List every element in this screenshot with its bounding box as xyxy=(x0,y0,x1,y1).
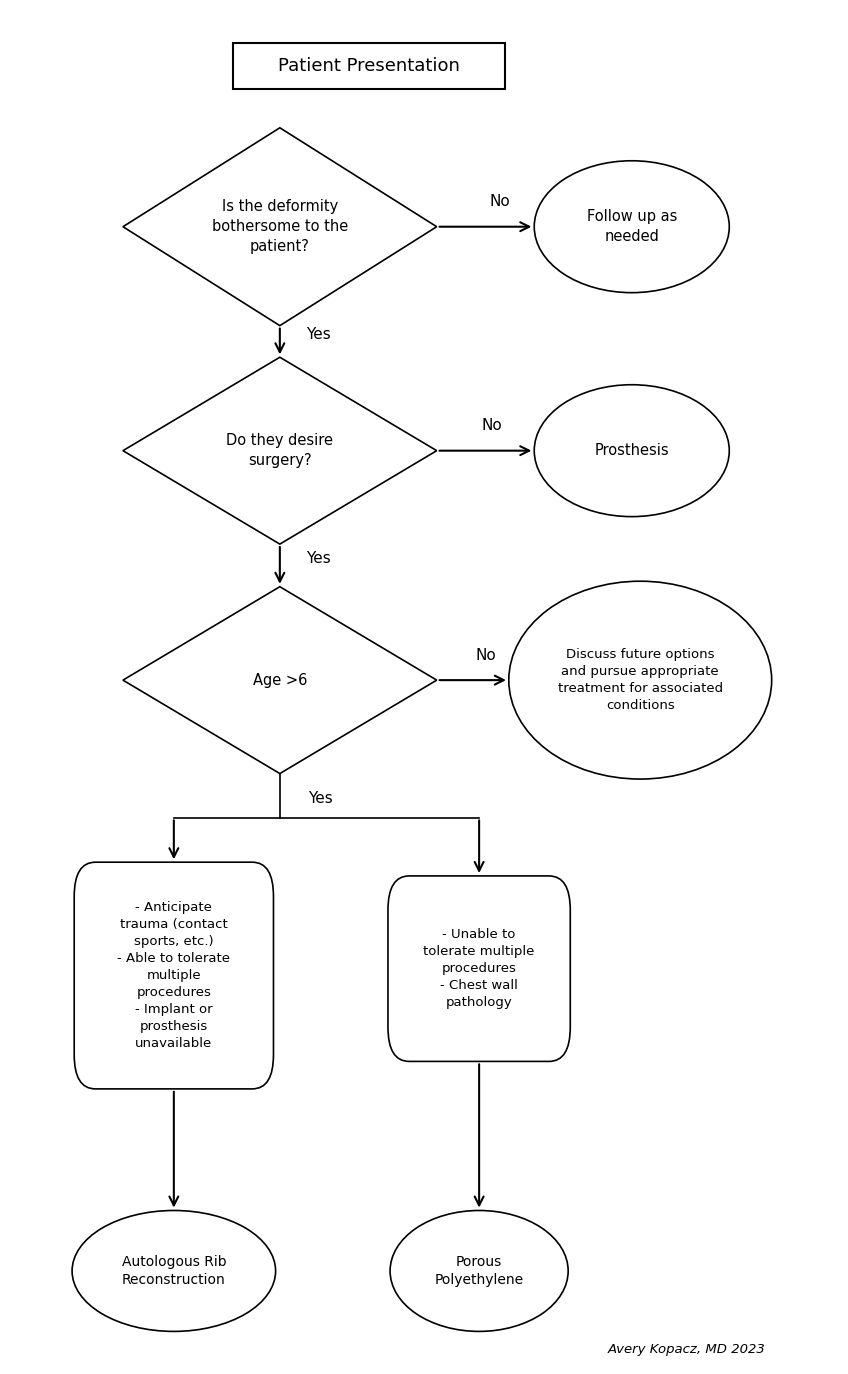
Text: Autologous Rib
Reconstruction: Autologous Rib Reconstruction xyxy=(121,1254,226,1287)
Text: Is the deformity
bothersome to the
patient?: Is the deformity bothersome to the patie… xyxy=(212,199,348,254)
Text: No: No xyxy=(490,195,510,209)
Text: Follow up as
needed: Follow up as needed xyxy=(587,209,677,245)
Text: Age >6: Age >6 xyxy=(253,673,307,687)
Text: Yes: Yes xyxy=(308,791,333,805)
Text: - Unable to
tolerate multiple
procedures
- Chest wall
pathology: - Unable to tolerate multiple procedures… xyxy=(423,929,535,1009)
Text: Discuss future options
and pursue appropriate
treatment for associated
condition: Discuss future options and pursue approp… xyxy=(558,649,722,712)
Text: Prosthesis: Prosthesis xyxy=(594,444,669,458)
Text: Yes: Yes xyxy=(305,327,331,342)
Text: No: No xyxy=(476,649,496,662)
Text: - Anticipate
trauma (contact
sports, etc.)
- Able to tolerate
multiple
procedure: - Anticipate trauma (contact sports, etc… xyxy=(117,901,231,1050)
Text: Porous
Polyethylene: Porous Polyethylene xyxy=(434,1254,524,1287)
Text: No: No xyxy=(482,419,502,433)
Text: Yes: Yes xyxy=(305,551,331,566)
Text: Do they desire
surgery?: Do they desire surgery? xyxy=(226,433,333,469)
Text: Patient Presentation: Patient Presentation xyxy=(278,56,460,76)
Text: Avery Kopacz, MD 2023: Avery Kopacz, MD 2023 xyxy=(608,1342,766,1356)
